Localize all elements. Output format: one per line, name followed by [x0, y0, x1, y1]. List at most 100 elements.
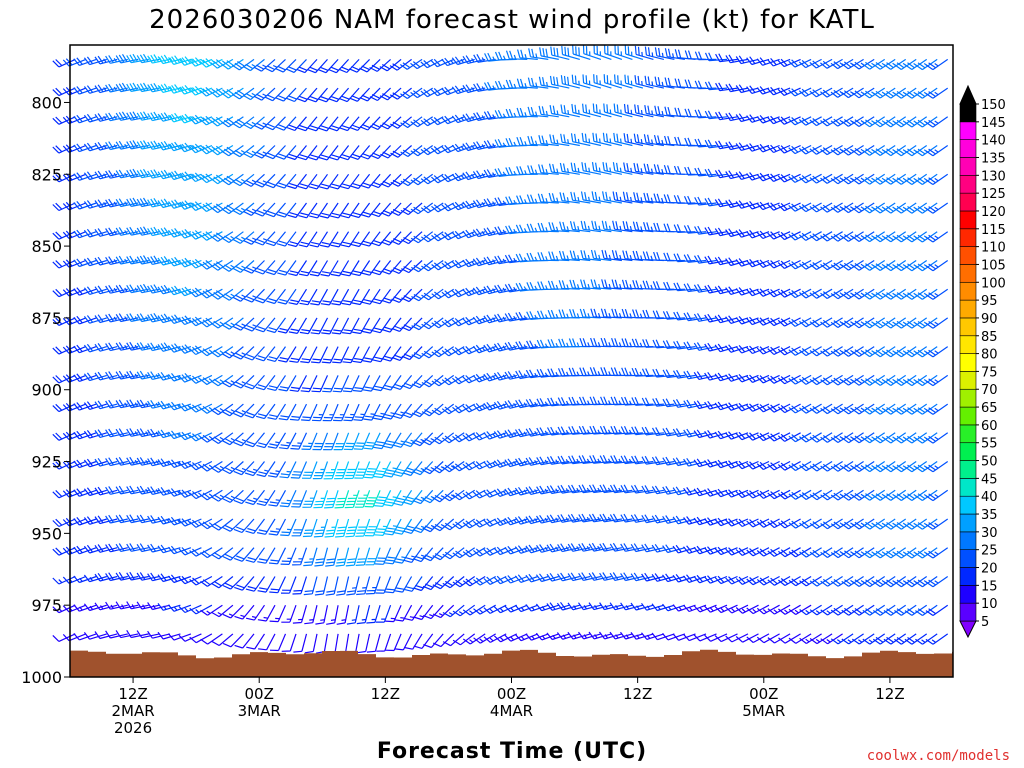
wind-barb: [302, 490, 318, 508]
wind-barb: [402, 461, 423, 477]
wind-barb: [673, 311, 696, 321]
colorbar-label: 75: [981, 365, 998, 380]
wind-barb: [644, 105, 665, 118]
wind-barb: [631, 455, 654, 465]
wind-barb: [516, 107, 538, 118]
wind-barb: [756, 288, 780, 297]
wind-barb: [609, 484, 633, 494]
wind-barb: [277, 317, 297, 334]
wind-barb: [462, 547, 486, 558]
wind-barb: [883, 58, 907, 70]
wind-barb: [664, 48, 685, 60]
wind-barb: [483, 575, 507, 585]
wind-barb: [393, 518, 413, 535]
wind-barb: [872, 58, 896, 70]
wind-barb: [331, 317, 350, 335]
wind-barb: [222, 489, 244, 503]
wind-barb: [233, 489, 255, 505]
wind-barb: [287, 202, 307, 219]
wind-barb: [693, 574, 717, 584]
wind-barb: [611, 250, 633, 262]
wind-barb: [925, 547, 949, 559]
wind-barb: [767, 403, 791, 413]
wind-barb: [307, 116, 328, 132]
wind-barb: [267, 375, 287, 391]
wind-barb: [799, 575, 822, 587]
wind-barb: [287, 173, 307, 190]
site-credit[interactable]: coolwx.com/models: [867, 748, 1010, 764]
wind-barb: [872, 317, 896, 329]
wind-barb: [620, 455, 643, 465]
wind-barb: [809, 144, 833, 155]
wind-barb: [268, 547, 287, 565]
wind-barb: [410, 260, 434, 273]
wind-barb: [693, 633, 717, 642]
wind-barb: [328, 116, 350, 132]
wind-barb: [350, 231, 371, 248]
wind-barb: [360, 202, 381, 218]
wind-barb: [592, 103, 612, 118]
wind-barb: [115, 284, 139, 294]
wind-barb: [483, 81, 507, 91]
wind-barb: [820, 489, 843, 501]
wind-barb: [222, 633, 244, 648]
wind-barb: [820, 374, 843, 386]
wind-barb: [354, 461, 371, 479]
wind-barb: [178, 344, 202, 354]
wind-barb: [746, 201, 770, 210]
wind-barb: [746, 460, 770, 470]
wind-barb: [735, 431, 759, 441]
wind-barb: [841, 547, 864, 559]
wind-barb: [788, 604, 812, 616]
wind-barb: [590, 308, 612, 319]
wind-barb: [420, 231, 444, 243]
wind-barb: [662, 310, 685, 320]
wind-barb: [663, 281, 685, 291]
wind-barb: [633, 133, 654, 147]
wind-barb: [211, 604, 234, 618]
wind-barb: [642, 280, 664, 290]
wind-barb: [300, 346, 318, 364]
wind-barb: [525, 427, 549, 437]
wind-barb: [199, 58, 223, 68]
wind-barb: [820, 518, 843, 530]
wind-barb: [538, 105, 559, 118]
wind-barb: [862, 576, 886, 588]
wind-barb: [516, 136, 538, 147]
x-tick-label: 5MAR: [742, 702, 785, 720]
wind-barb: [254, 231, 276, 246]
wind-barb: [304, 605, 318, 625]
wind-barb: [777, 432, 801, 442]
wind-barb: [494, 255, 517, 265]
wind-barb: [403, 547, 423, 563]
wind-barb: [370, 231, 392, 247]
wind-barb: [115, 169, 139, 179]
wind-barb: [311, 375, 329, 393]
wind-barb: [767, 604, 791, 615]
wind-barb: [178, 171, 202, 182]
wind-barb: [354, 490, 371, 508]
wind-barb: [851, 633, 875, 645]
wind-barb: [653, 193, 675, 204]
x-tick-label: 2026: [114, 719, 152, 737]
wind-barb: [232, 202, 255, 216]
wind-barb: [925, 461, 949, 473]
wind-barb: [777, 144, 801, 154]
wind-barb: [569, 309, 591, 319]
wind-barb: [441, 288, 465, 299]
wind-barb: [281, 633, 297, 652]
wind-barb: [325, 576, 339, 596]
colorbar-segment: [959, 567, 977, 586]
wind-barb: [851, 432, 875, 444]
wind-barb: [244, 432, 265, 448]
wind-barb: [788, 317, 812, 327]
wind-barb: [344, 461, 360, 480]
wind-barb: [222, 461, 244, 475]
wind-barb: [222, 403, 244, 417]
wind-barb: [268, 518, 287, 536]
wind-barb: [505, 108, 528, 118]
wind-barb: [872, 288, 896, 300]
wind-barb: [652, 397, 675, 407]
wind-barb: [862, 461, 886, 473]
wind-barb: [321, 346, 339, 364]
